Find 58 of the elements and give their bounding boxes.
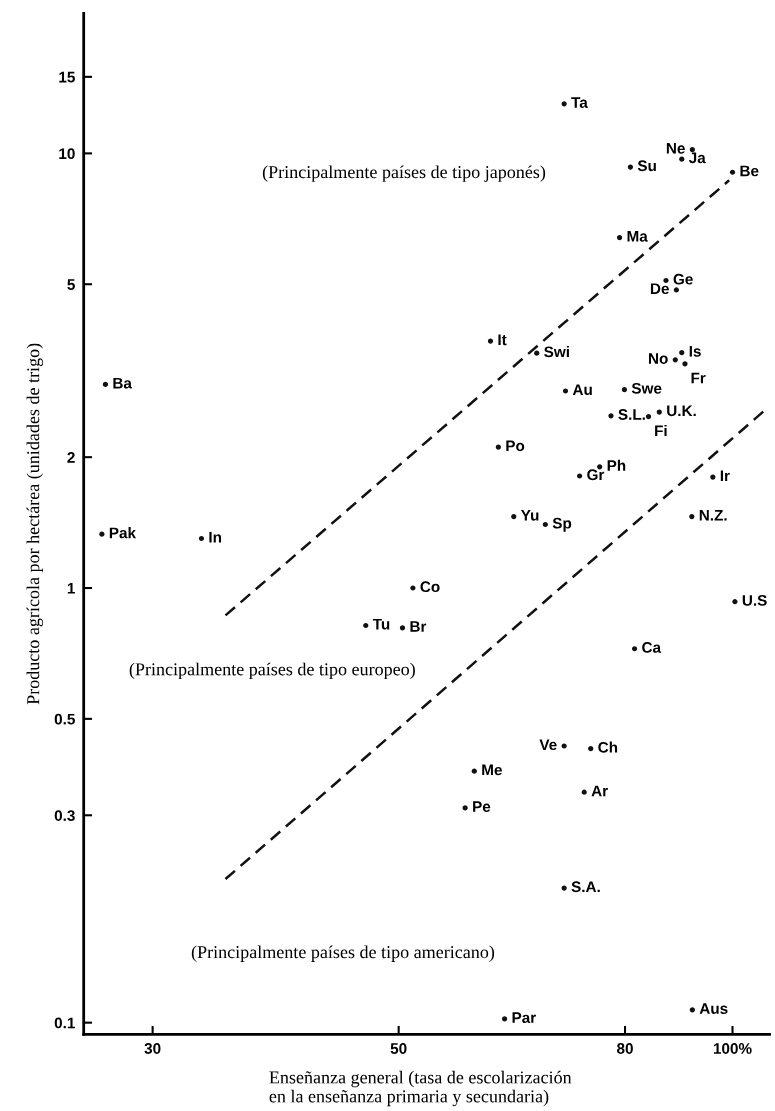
annotation: In (209, 531, 222, 543)
x-tick-label: 30 (144, 1043, 161, 1054)
annotation: Gr (587, 469, 605, 481)
annotation: De (650, 283, 669, 295)
annotation: Me (482, 764, 502, 776)
y-tick-label: 10 (59, 148, 75, 160)
annotation: S.L. (618, 409, 645, 420)
annotation: Ch (598, 741, 618, 753)
x-tick-label: 50 (390, 1043, 407, 1054)
y-tick-label: 0.1 (54, 1017, 75, 1029)
annotation: Ir (720, 470, 730, 482)
y-tick-label: 0.5 (54, 713, 75, 725)
annotation: Aus (699, 1003, 728, 1014)
annotation: Br (410, 621, 427, 632)
annotation: Po (506, 440, 525, 452)
annotation: Swe (631, 382, 662, 394)
annotation: Swi (544, 346, 569, 358)
annotation: Fi (655, 424, 667, 436)
annotation: Ja (688, 152, 706, 164)
annotation: Ar (591, 785, 608, 797)
annotation: Pak (109, 527, 137, 539)
annotation: No (649, 353, 668, 364)
annotation: Ph (607, 459, 626, 471)
annotation: U.S (742, 595, 767, 606)
y-tick-label: 2 (67, 452, 75, 463)
y-tick-label: 0.3 (54, 810, 75, 821)
annotation: (Principalmente países de tipo japonés) (262, 165, 546, 182)
annotation: Ta (571, 97, 588, 108)
annotation: Is (689, 346, 701, 357)
annotation: Co (420, 581, 440, 593)
annotation: Pe (473, 801, 491, 812)
annotation: Sp (552, 517, 572, 532)
annotation: N.Z. (699, 510, 727, 521)
annotation: U.K. (667, 405, 696, 417)
annotation: Tu (372, 618, 390, 630)
y-tick-label: 5 (67, 279, 75, 290)
annotation: Au (572, 384, 592, 396)
x-tick-label: 100% (713, 1043, 752, 1054)
annotation: Ge (673, 273, 693, 285)
annotation: Ma (627, 231, 648, 242)
annotation: Fr (691, 372, 706, 384)
annotation: Ca (642, 642, 662, 653)
annotation: Be (740, 165, 759, 177)
annotation: Yu (520, 510, 539, 521)
y-tick-label: 15 (59, 71, 75, 83)
annotation: It (498, 334, 507, 346)
annotation: Par (512, 1012, 536, 1024)
x-tick-label: 80 (617, 1043, 633, 1054)
x-axis-title: Enseñanza general (tasa de escolarización en la enseñanza primaria y secundaria) (269, 1070, 572, 1107)
annotation: (Principalmente países de tipo europeo) (129, 662, 415, 680)
annotation: (Principalmente países de tipo americano) (191, 945, 495, 962)
y-tick-label: 1 (67, 583, 75, 594)
annotation: S.A. (571, 881, 600, 893)
annotation: Ba (113, 377, 132, 389)
annotation: Su (637, 160, 656, 172)
annotation: Ne (666, 143, 685, 154)
annotation: Ve (539, 739, 557, 751)
y-axis-title: Producto agrícola por hectárea (unidades de trigo) (26, 343, 44, 705)
